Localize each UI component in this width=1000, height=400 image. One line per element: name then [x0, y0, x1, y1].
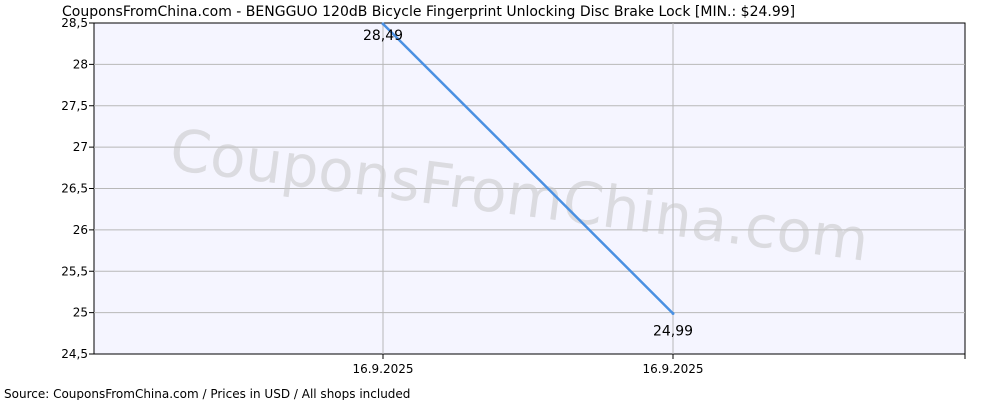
- x-tick-label: 16.9.2025: [642, 362, 703, 376]
- y-tick-label: 28: [73, 57, 88, 71]
- axes-layer: [89, 22, 966, 359]
- y-tick-label: 24,5: [61, 347, 88, 361]
- series-layer: [381, 22, 675, 315]
- data-label: 24,99: [653, 323, 693, 339]
- data-point: [381, 22, 385, 26]
- y-tick-label: 27: [73, 140, 88, 154]
- y-tick-label: 27,5: [61, 99, 88, 113]
- chart-title: CouponsFromChina.com - BENGGUO 120dB Bic…: [62, 4, 795, 20]
- labels-layer: 24,5 25 25,5 26 26,5 27 27,5 28 28,5 16.9.2025 16.…: [61, 16, 703, 376]
- data-label: 28,49: [363, 28, 403, 44]
- x-tick-label: 16.9.2025: [352, 362, 413, 376]
- data-point: [671, 311, 675, 315]
- series-line: [381, 22, 675, 315]
- y-tick-label: 25,5: [61, 264, 88, 278]
- y-tick-label: 26: [73, 223, 88, 237]
- grid-layer: [94, 23, 965, 354]
- y-tick-label: 26,5: [61, 182, 88, 196]
- y-tick-label: 28,5: [61, 16, 88, 30]
- y-tick-label: 25: [73, 306, 88, 320]
- source-text: Source: CouponsFromChina.com / Prices in…: [4, 387, 410, 400]
